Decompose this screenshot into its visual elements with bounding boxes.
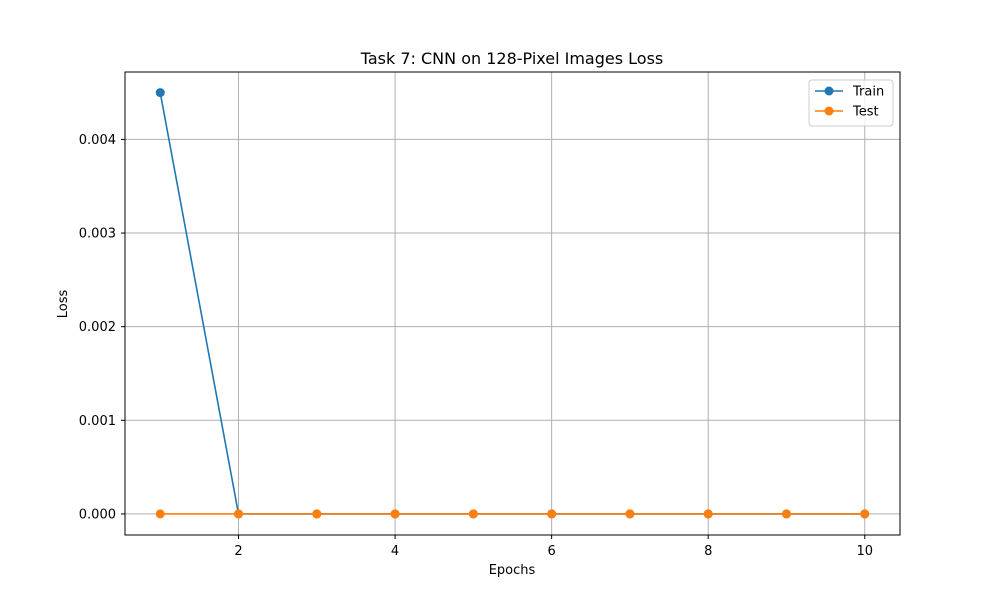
y-axis-label: Loss [56,290,71,319]
train-legend-marker [824,86,834,96]
test-legend-label: Test [852,105,879,120]
test-data-point [390,509,400,519]
chart-title: Task 7: CNN on 128-Pixel Images Loss [360,49,664,68]
series-layer [155,88,870,519]
plot-frame [124,71,901,536]
y-tick-label: 0.001 [79,414,116,429]
test-legend-marker [824,106,834,116]
train-legend-label: Train [852,85,884,100]
y-tick-label: 0.003 [79,227,116,242]
x-tick-label: 8 [704,544,712,559]
x-axis-label: Epochs [489,563,536,578]
test-data-point [547,509,557,519]
ticks: 2 4 6 8 10 0.000 0.001 0.002 0.003 0.004 [79,133,873,559]
test-data-point [860,509,870,519]
y-tick-label: 0.000 [79,507,116,522]
test-data-point [625,509,635,519]
legend: Train Test [808,79,894,127]
test-data-point [781,509,791,519]
y-tick-label: 0.004 [79,133,116,148]
x-tick-label: 4 [391,544,399,559]
test-data-point [234,509,244,519]
y-tick-label: 0.002 [79,320,116,335]
x-tick-label: 2 [234,544,242,559]
test-data-point [155,509,165,519]
x-tick-label: 6 [548,544,556,559]
x-tick-label: 10 [856,544,873,559]
test-data-point [312,509,322,519]
test-data-point [703,509,713,519]
test-data-point [468,509,478,519]
train-data-point [155,88,165,98]
